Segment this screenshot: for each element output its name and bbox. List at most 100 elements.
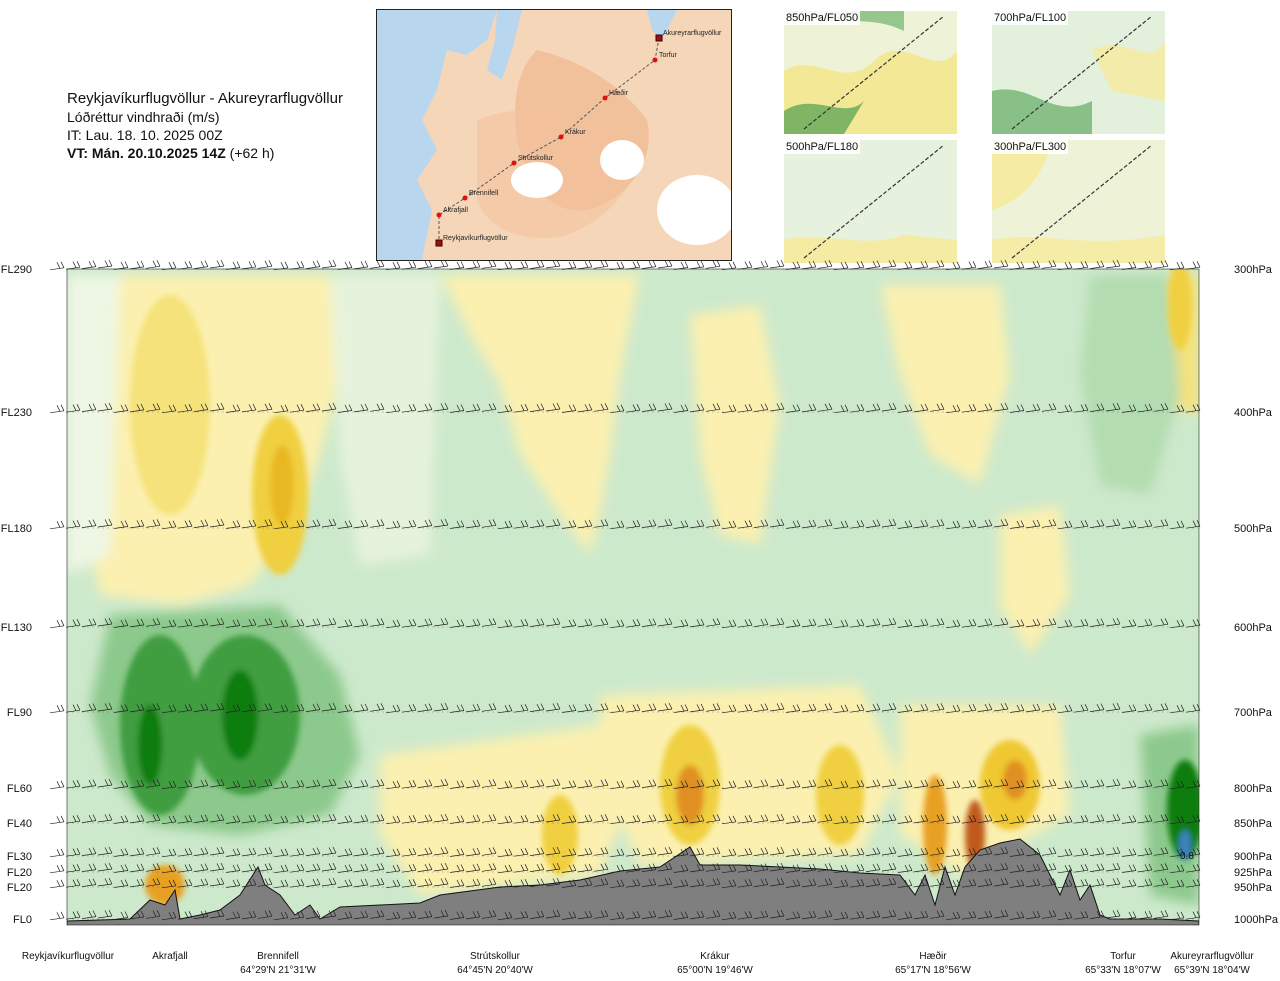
wind-barb xyxy=(753,260,769,269)
wind-barb xyxy=(689,878,705,888)
wind-barb xyxy=(65,520,81,529)
wind-barb xyxy=(817,814,833,823)
region-zero-1 xyxy=(67,275,120,575)
core-up-m xyxy=(1168,269,1192,350)
wind-barb xyxy=(577,779,593,789)
wind-barb xyxy=(65,704,81,713)
wind-barb xyxy=(481,878,497,887)
wind-barb xyxy=(929,814,945,823)
wind-barb xyxy=(209,877,225,887)
wind-barb xyxy=(641,519,657,528)
wind-barb xyxy=(353,618,369,628)
wind-barb xyxy=(161,780,177,790)
wind-barb xyxy=(417,260,433,269)
wind-barb xyxy=(81,878,97,887)
wind-barb xyxy=(913,910,929,920)
wind-barb xyxy=(1009,704,1025,713)
wind-barb xyxy=(385,780,401,790)
wind-barb xyxy=(657,778,673,788)
wind-barb xyxy=(81,403,97,412)
wind-barb xyxy=(65,261,81,270)
wind-barb xyxy=(737,704,753,713)
wind-barb xyxy=(481,847,497,856)
wind-barb xyxy=(449,261,465,270)
wind-barb xyxy=(289,619,305,628)
region-up-5 xyxy=(1000,505,1070,655)
map-fjord-north xyxy=(647,10,677,40)
wind-barb xyxy=(193,618,209,627)
wind-barb xyxy=(785,879,801,888)
inset-300-svg xyxy=(992,140,1165,263)
wind-barb-row xyxy=(49,402,1201,414)
wind-barb xyxy=(1073,619,1089,628)
wind-barb xyxy=(721,848,737,858)
wind-barb xyxy=(993,862,1009,872)
pressure-level-label: 500hPa xyxy=(1234,523,1273,535)
wind-barb xyxy=(705,779,721,788)
wind-barb xyxy=(721,864,737,874)
wind-barb xyxy=(1153,779,1169,788)
wind-barb xyxy=(1073,704,1089,713)
wind-barb xyxy=(801,703,817,713)
wind-barb xyxy=(609,879,625,889)
wind-barb xyxy=(417,814,433,823)
wind-barb xyxy=(817,847,833,856)
wind-barb xyxy=(833,911,849,921)
wind-barb xyxy=(1105,617,1121,627)
wind-barb xyxy=(177,704,193,713)
wind-barb xyxy=(609,780,625,790)
wind-barb xyxy=(401,704,417,713)
wind-barb xyxy=(657,402,673,412)
wind-barb xyxy=(785,848,801,857)
wind-barb xyxy=(657,617,673,627)
wind-barb xyxy=(273,404,289,414)
wind-barb xyxy=(513,815,529,824)
wind-barb xyxy=(321,846,337,856)
wind-barb xyxy=(433,702,449,712)
wind-barb xyxy=(273,619,289,629)
wind-barb xyxy=(337,619,353,628)
pressure-level-label: 950hPa xyxy=(1234,882,1273,894)
wind-barb xyxy=(865,703,881,712)
wind-barb xyxy=(689,519,705,529)
wind-barb xyxy=(497,704,513,714)
wind-barb-row xyxy=(49,702,1201,714)
wind-barb xyxy=(97,877,113,887)
wind-barb xyxy=(1041,910,1057,919)
wind-barb xyxy=(945,404,961,414)
wind-barb xyxy=(113,911,129,920)
wind-barb xyxy=(1073,404,1089,413)
wind-barb xyxy=(641,847,657,856)
wind-barb xyxy=(689,618,705,628)
wind-barb xyxy=(225,911,241,920)
wind-barb xyxy=(401,404,417,413)
wind-barb xyxy=(1153,814,1169,823)
wind-barb xyxy=(1153,910,1169,919)
wind-barb xyxy=(241,814,257,824)
wind-barb xyxy=(129,863,145,873)
flight-level-label: FL290 xyxy=(1,264,32,276)
wind-barb xyxy=(161,261,177,271)
wind-barb xyxy=(561,911,577,920)
wind-barb xyxy=(849,520,865,529)
wind-barb xyxy=(369,403,385,412)
wind-barb xyxy=(881,778,897,788)
wind-barb xyxy=(97,778,113,788)
wind-barb xyxy=(113,404,129,413)
wind-barb xyxy=(881,518,897,528)
wind-barb xyxy=(433,877,449,887)
wind-barb xyxy=(593,618,609,627)
wind-barb xyxy=(1041,863,1057,872)
wind-barb xyxy=(481,863,497,872)
wind-barb xyxy=(385,879,401,889)
wind-barb xyxy=(417,779,433,788)
waypoint-coord: 65°17'N 18°56'W xyxy=(895,965,971,976)
wind-barb xyxy=(1153,260,1169,269)
wind-barb xyxy=(353,260,369,270)
wind-barb xyxy=(257,618,273,627)
wind-barb xyxy=(657,909,673,919)
wind-barb xyxy=(1009,911,1025,920)
wind-barb xyxy=(833,864,849,874)
wind-barb xyxy=(321,518,337,528)
title-block: Reykjavíkurflugvöllur - Akureyrarflugvöl… xyxy=(67,90,343,162)
